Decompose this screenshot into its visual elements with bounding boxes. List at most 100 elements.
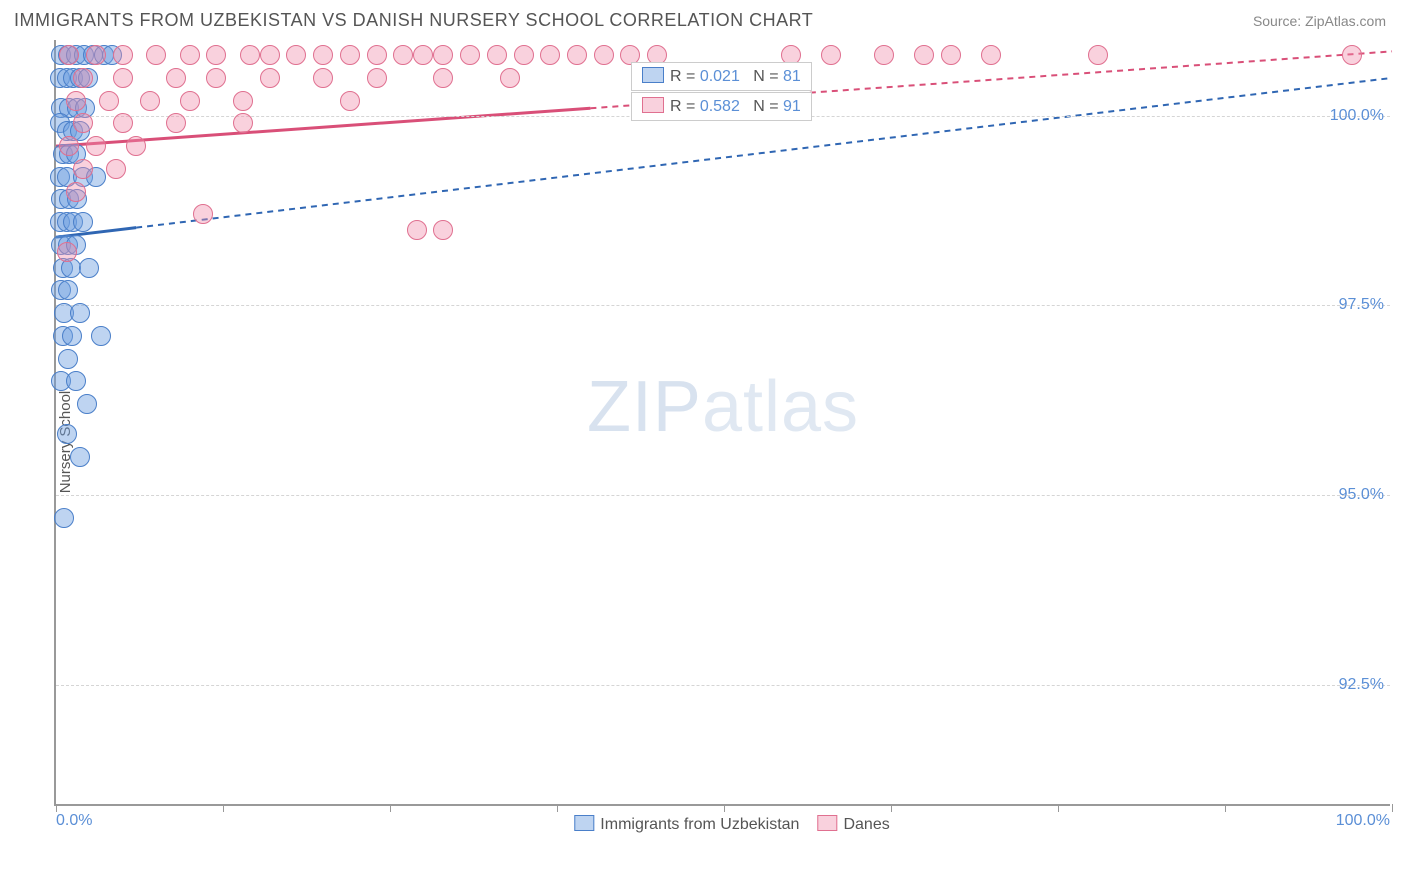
point-danes <box>874 45 894 65</box>
bottom-legend: Immigrants from Uzbekistan Danes <box>556 815 889 834</box>
point-danes <box>66 91 86 111</box>
y-tick-label: 92.5% <box>1339 676 1384 694</box>
legend-label: Immigrants from Uzbekistan <box>600 816 799 833</box>
x-tick-label-right: 100.0% <box>1336 812 1390 830</box>
point-danes <box>166 68 186 88</box>
point-danes <box>540 45 560 65</box>
point-danes <box>313 68 333 88</box>
point-immigrants <box>73 212 93 232</box>
point-danes <box>86 45 106 65</box>
stat-eq: = <box>686 68 695 85</box>
legend-swatch-blue-icon <box>642 67 664 83</box>
x-tick <box>1225 804 1226 812</box>
point-immigrants <box>58 280 78 300</box>
point-danes <box>180 45 200 65</box>
stat-eq: = <box>686 98 695 115</box>
point-danes <box>367 45 387 65</box>
point-immigrants <box>77 394 97 414</box>
y-tick-label: 97.5% <box>1339 296 1384 314</box>
x-tick <box>891 804 892 812</box>
point-danes <box>99 91 119 111</box>
gridline-h <box>56 305 1390 306</box>
point-danes <box>59 136 79 156</box>
chart-title: IMMIGRANTS FROM UZBEKISTAN VS DANISH NUR… <box>14 10 813 31</box>
point-danes <box>460 45 480 65</box>
gridline-h <box>56 495 1390 496</box>
legend-swatch-pink-icon <box>642 97 664 113</box>
legend-swatch-pink-icon <box>817 815 837 831</box>
x-tick <box>390 804 391 812</box>
point-immigrants <box>66 371 86 391</box>
stat-n-label: N <box>753 98 765 115</box>
point-danes <box>206 45 226 65</box>
chart-header: IMMIGRANTS FROM UZBEKISTAN VS DANISH NUR… <box>0 0 1406 37</box>
point-immigrants <box>54 508 74 528</box>
source-label: Source: ZipAtlas.com <box>1253 13 1386 29</box>
stat-eq: = <box>769 98 778 115</box>
gridline-h <box>56 685 1390 686</box>
point-danes <box>914 45 934 65</box>
point-danes <box>433 45 453 65</box>
point-danes <box>113 113 133 133</box>
point-danes <box>57 242 77 262</box>
point-danes <box>206 68 226 88</box>
point-danes <box>433 220 453 240</box>
stat-r-value: 0.582 <box>700 98 740 115</box>
point-immigrants <box>57 424 77 444</box>
point-danes <box>433 68 453 88</box>
stat-n-value: 91 <box>783 98 801 115</box>
point-danes <box>233 113 253 133</box>
point-immigrants <box>58 349 78 369</box>
point-danes <box>407 220 427 240</box>
point-danes <box>413 45 433 65</box>
point-danes <box>113 45 133 65</box>
plot-area: ZIPatlas 92.5%95.0%97.5%100.0%0.0%100.0%… <box>54 40 1390 806</box>
point-danes <box>240 45 260 65</box>
point-danes <box>106 159 126 179</box>
point-danes <box>126 136 146 156</box>
point-danes <box>1342 45 1362 65</box>
point-danes <box>146 45 166 65</box>
point-danes <box>66 182 86 202</box>
y-tick-label: 95.0% <box>1339 486 1384 504</box>
point-immigrants <box>62 326 82 346</box>
point-danes <box>594 45 614 65</box>
point-danes <box>260 45 280 65</box>
point-immigrants <box>70 447 90 467</box>
point-danes <box>233 91 253 111</box>
x-tick <box>1058 804 1059 812</box>
stat-r-label: R <box>670 68 682 85</box>
point-danes <box>73 159 93 179</box>
legend-swatch-blue-icon <box>574 815 594 831</box>
y-tick-label: 100.0% <box>1330 107 1384 125</box>
stat-r-value: 0.021 <box>700 68 740 85</box>
stat-n-label: N <box>753 68 765 85</box>
point-danes <box>821 45 841 65</box>
point-danes <box>340 91 360 111</box>
point-danes <box>193 204 213 224</box>
stat-r-label: R <box>670 98 682 115</box>
legend-label: Danes <box>843 816 889 833</box>
point-danes <box>140 91 160 111</box>
point-danes <box>567 45 587 65</box>
point-immigrants <box>70 303 90 323</box>
point-danes <box>180 91 200 111</box>
point-immigrants <box>91 326 111 346</box>
point-danes <box>73 68 93 88</box>
stats-legend-immigrants: R = 0.021 N = 81 <box>631 62 812 91</box>
point-danes <box>86 136 106 156</box>
point-danes <box>313 45 333 65</box>
point-danes <box>487 45 507 65</box>
chart-container: Nursery School ZIPatlas 92.5%95.0%97.5%1… <box>14 40 1392 844</box>
point-danes <box>260 68 280 88</box>
point-danes <box>59 45 79 65</box>
x-tick-label-left: 0.0% <box>56 812 92 830</box>
stat-n-value: 81 <box>783 68 801 85</box>
stats-legend-danes: R = 0.582 N = 91 <box>631 92 812 121</box>
x-tick <box>56 804 57 812</box>
point-danes <box>393 45 413 65</box>
point-danes <box>340 45 360 65</box>
point-danes <box>367 68 387 88</box>
x-tick <box>1392 804 1393 812</box>
point-immigrants <box>79 258 99 278</box>
